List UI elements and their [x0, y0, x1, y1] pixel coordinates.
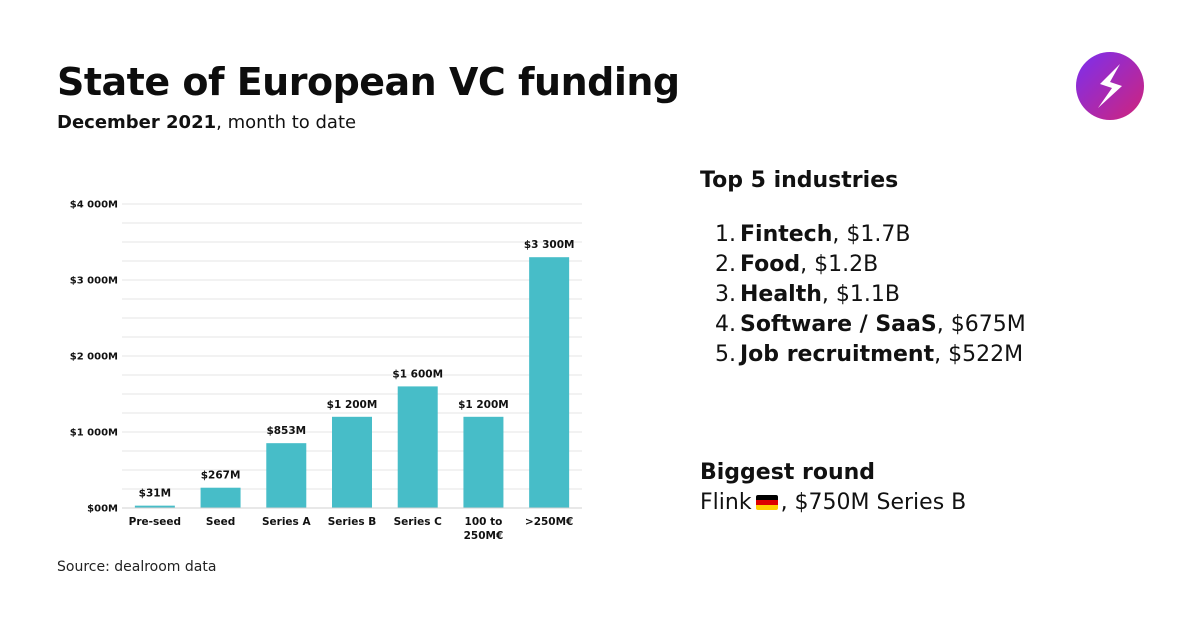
x-tick-label: Series C — [394, 516, 442, 528]
subtitle-note: , month to date — [216, 112, 357, 133]
industry-name: Fintech — [740, 222, 833, 247]
germany-flag-icon — [755, 495, 778, 510]
top-industries-list: 1. Fintech, $1.7B 2. Food, $1.2B 3. Health,… — [700, 220, 1026, 370]
x-tick-label: >250M€ — [525, 516, 573, 528]
bar-value-label: $1 200M — [458, 399, 509, 411]
industry-value: , $1.2B — [800, 252, 879, 277]
industry-value: , $522M — [934, 342, 1024, 367]
x-tick-label: Seed — [206, 516, 235, 528]
y-tick-label: $4 000M — [70, 200, 118, 211]
industry-item: 2. Food, $1.2B — [715, 252, 879, 277]
page-title: State of European VC funding — [57, 60, 680, 104]
y-tick-label: $2 000M — [70, 352, 118, 363]
bar-value-label: $1 200M — [327, 399, 378, 411]
bar — [200, 487, 241, 508]
biggest-round-detail: Flink , $750M Series B — [700, 490, 966, 515]
lightning-s-logo-icon — [1076, 52, 1144, 120]
bar — [529, 257, 570, 508]
y-tick-label: $3 000M — [70, 276, 118, 287]
y-tick-label: $1 000M — [70, 428, 118, 439]
industry-item: 4. Software / SaaS, $675M — [715, 312, 1026, 337]
x-tick-label: 100 to — [465, 516, 503, 528]
bar-value-label: $267M — [201, 470, 241, 482]
industry-value: , $675M — [936, 312, 1026, 337]
round-amount: , $750M Series B — [780, 490, 967, 515]
industry-item: 3. Health, $1.1B — [715, 282, 900, 307]
x-tick-label: Series B — [328, 516, 377, 528]
industry-name: Food — [740, 252, 801, 277]
bar — [332, 416, 372, 508]
bar-value-label: $3 300M — [524, 239, 575, 251]
biggest-round-heading: Biggest round — [700, 460, 876, 485]
x-tick-label: Pre-seed — [129, 516, 181, 528]
industry-value: , $1.7B — [832, 222, 911, 247]
bar-value-label: $31M — [139, 488, 171, 500]
industry-value: , $1.1B — [821, 282, 900, 307]
bar — [463, 416, 504, 508]
funding-bar-chart: $00M $1 000M $2 000M $3 000M $4 000M $31M Pre-… — [50, 180, 610, 560]
round-company: Flink — [700, 490, 752, 515]
industry-name: Software / SaaS — [740, 312, 937, 337]
industry-item: 1. Fintech, $1.7B — [715, 222, 911, 247]
bar-value-label: $1 600M — [392, 368, 443, 380]
bar — [134, 505, 175, 508]
industry-name: Health — [740, 282, 822, 307]
page-subtitle: December 2021, month to date — [57, 112, 356, 133]
source-note: Source: dealroom data — [57, 559, 217, 575]
top-industries-heading: Top 5 industries — [700, 168, 899, 193]
x-tick-label: Series A — [262, 516, 311, 528]
bar — [397, 386, 438, 508]
bar — [266, 443, 307, 508]
bar-value-label: $853M — [266, 425, 306, 437]
x-tick-label: 250M€ — [464, 530, 504, 542]
subtitle-date: December 2021 — [57, 112, 217, 133]
y-tick-label: $00M — [87, 504, 118, 515]
industry-item: 5. Job recruitment, $522M — [715, 342, 1024, 367]
industry-name: Job recruitment — [740, 342, 935, 367]
